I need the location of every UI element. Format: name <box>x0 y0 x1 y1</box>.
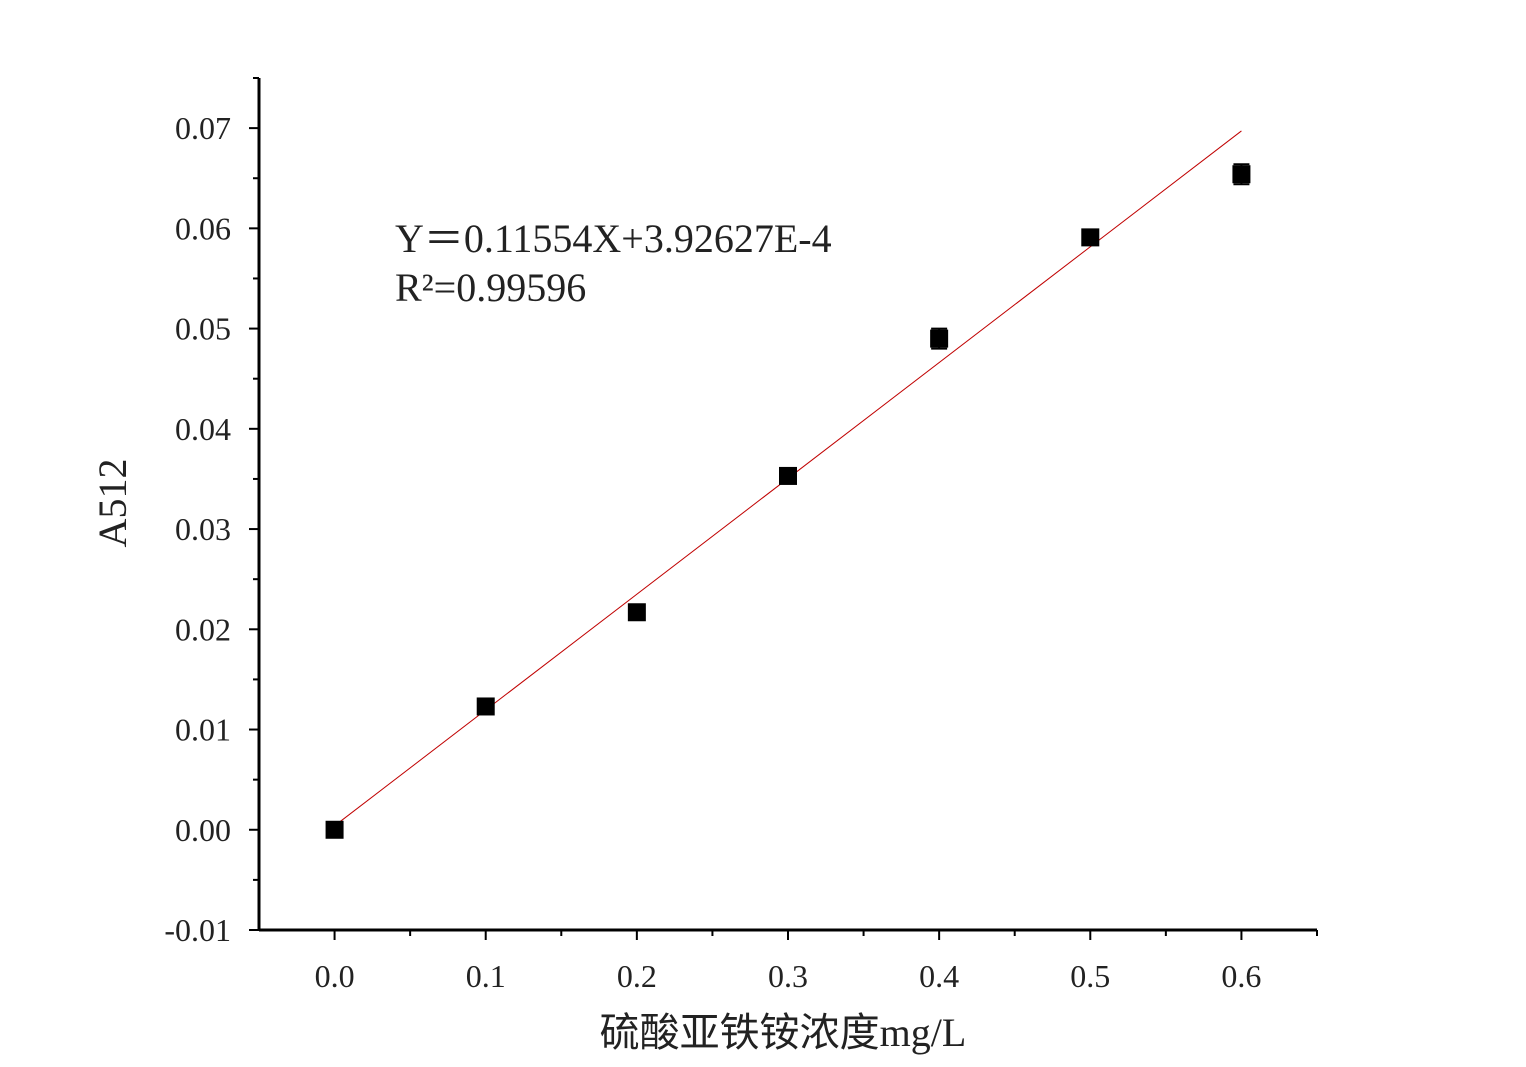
y-tick-label: 0.00 <box>175 812 231 848</box>
x-tick-label: 0.3 <box>768 958 808 994</box>
y-tick-label: 0.02 <box>175 611 231 647</box>
marker <box>1081 228 1100 247</box>
y-tick-label: 0.05 <box>175 311 231 347</box>
y-tick-label: 0.07 <box>175 110 231 146</box>
marker <box>627 603 646 622</box>
marker <box>1232 165 1251 184</box>
x-tick-label: 0.5 <box>1070 958 1110 994</box>
x-tick-label: 0.0 <box>315 958 355 994</box>
marker <box>325 820 344 839</box>
y-tick-label: 0.06 <box>175 210 231 246</box>
x-axis-title: 硫酸亚铁铵浓度mg/L <box>600 1010 967 1055</box>
y-tick-label: 0.01 <box>175 712 231 748</box>
marker <box>930 329 949 348</box>
y-tick-label: 0.03 <box>175 511 231 547</box>
y-axis-title: A512 <box>90 459 135 548</box>
x-tick-label: 0.4 <box>919 958 959 994</box>
annotation: Y＝0.11554X+3.92627E-4 <box>395 216 832 261</box>
marker <box>476 697 495 716</box>
x-tick-label: 0.6 <box>1221 958 1261 994</box>
marker <box>779 466 797 485</box>
x-tick-label: 0.1 <box>466 958 506 994</box>
y-tick-label: -0.01 <box>164 912 231 948</box>
y-tick-label: 0.04 <box>175 411 231 447</box>
x-tick-label: 0.2 <box>617 958 657 994</box>
annotation: R²=0.99596 <box>395 265 586 310</box>
